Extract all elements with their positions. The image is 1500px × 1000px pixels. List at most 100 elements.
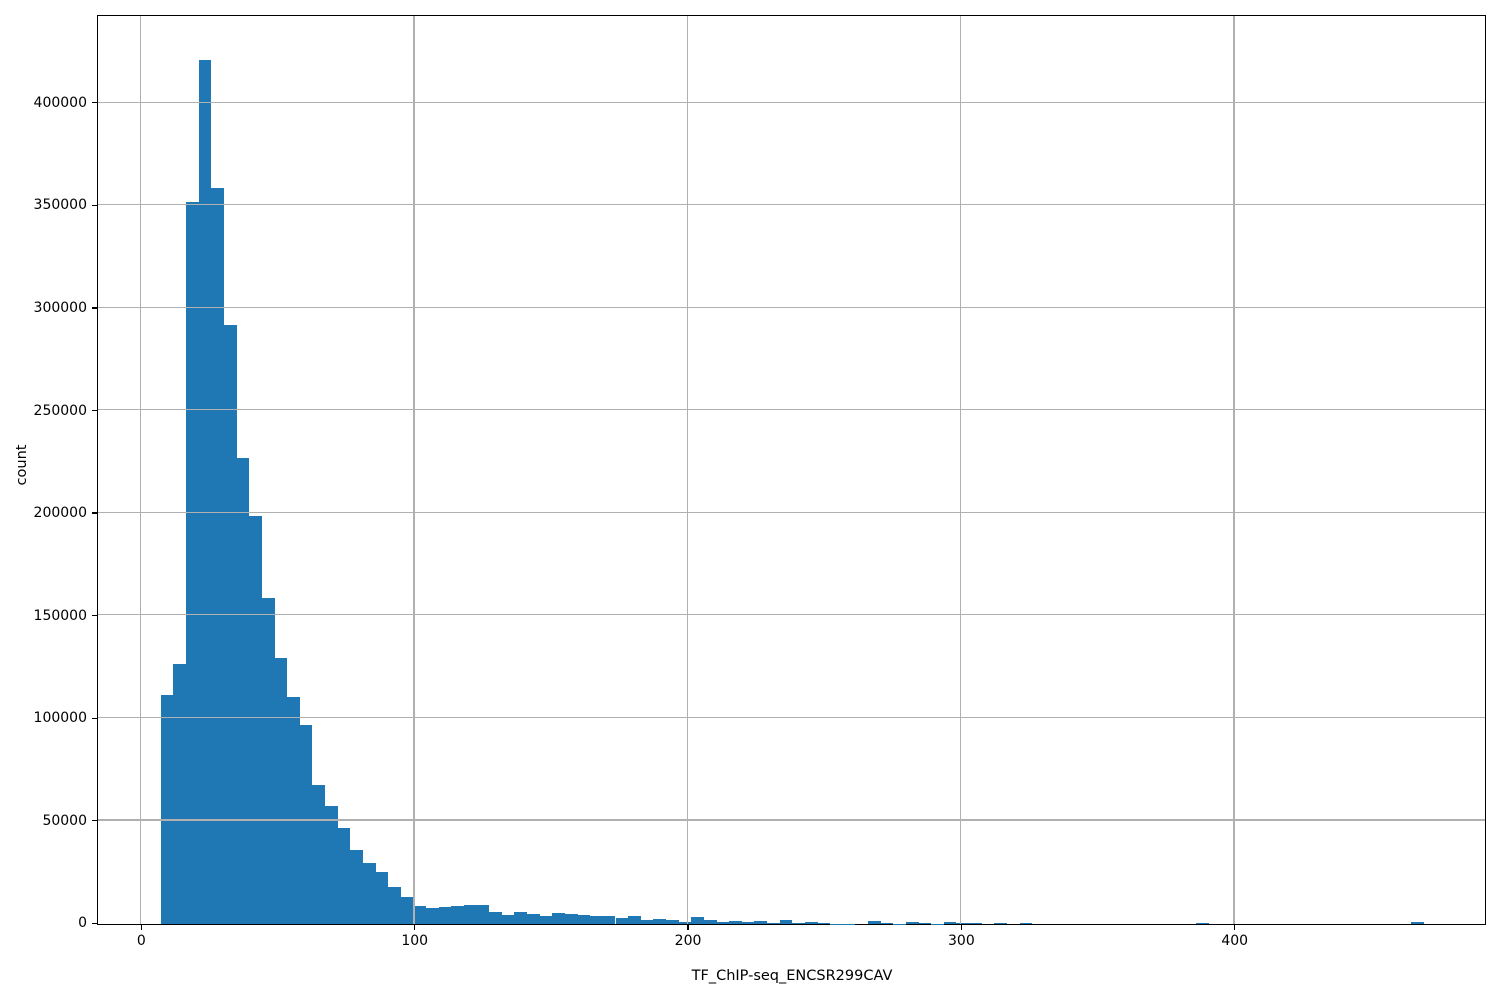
- x-tick-label: 100: [401, 933, 429, 949]
- histogram-bar: [590, 916, 603, 924]
- x-tick-mark: [1234, 925, 1236, 930]
- histogram-bar: [1196, 922, 1210, 924]
- histogram-bar: [413, 905, 427, 924]
- gridline-y: [98, 409, 1485, 411]
- gridline-x: [686, 16, 688, 924]
- y-axis-label: count: [14, 444, 30, 486]
- gridline-y: [98, 204, 1485, 206]
- x-tick-mark: [687, 925, 689, 930]
- histogram-bar: [1019, 922, 1033, 924]
- gridline-x: [140, 16, 142, 924]
- histogram-bar: [337, 827, 351, 924]
- gridline-x: [1233, 16, 1235, 924]
- histogram-bar: [602, 916, 616, 924]
- histogram-bar: [186, 202, 199, 924]
- gridline-x: [960, 16, 962, 924]
- histogram-bar: [792, 923, 805, 924]
- histogram-bar: [388, 887, 401, 924]
- y-tick-mark: [92, 717, 97, 719]
- x-tick-mark: [140, 925, 142, 930]
- y-tick-mark: [92, 615, 97, 617]
- y-tick-label: 50000: [42, 812, 87, 829]
- x-tick-mark: [414, 925, 416, 930]
- histogram-bar: [880, 922, 894, 924]
- gridline-y: [98, 716, 1485, 719]
- histogram-bar: [969, 922, 982, 924]
- histogram-bar: [438, 907, 452, 924]
- y-tick-mark: [92, 409, 97, 412]
- histogram-bar: [577, 914, 591, 924]
- gridline-y: [98, 101, 1485, 103]
- x-tick-label: 300: [948, 933, 975, 949]
- y-tick-label: 0: [78, 915, 87, 932]
- histogram-bar: [666, 919, 679, 924]
- histogram-bar: [767, 923, 780, 924]
- histogram-bar: [362, 863, 376, 924]
- gridline-y: [98, 819, 1485, 821]
- x-tick-label: 400: [1221, 933, 1249, 949]
- y-tick-mark: [92, 922, 97, 924]
- histogram-bar: [956, 922, 970, 924]
- histogram-bar: [312, 784, 326, 924]
- histogram-bar: [249, 515, 262, 924]
- histogram-bar: [160, 695, 174, 924]
- histogram-bar: [375, 871, 389, 924]
- x-tick-label: 200: [674, 933, 702, 949]
- histogram-bar: [754, 921, 768, 924]
- histogram-bar: [451, 905, 464, 924]
- gridline-y: [98, 614, 1485, 616]
- y-tick-label: 150000: [33, 607, 87, 624]
- histogram-bar: [463, 905, 477, 924]
- histogram-bar: [552, 912, 565, 924]
- y-tick-mark: [92, 820, 97, 822]
- histogram-bar: [678, 921, 692, 924]
- histogram-bar: [350, 849, 363, 924]
- gridline-y: [98, 306, 1485, 308]
- histogram-bar: [198, 60, 212, 924]
- histogram-bar: [224, 325, 237, 924]
- histogram-bar: [261, 597, 275, 924]
- histogram-bar: [729, 921, 742, 924]
- histogram-bar: [325, 806, 338, 924]
- x-axis-label: TF_ChIP-seq_ENCSR299CAV: [691, 968, 893, 984]
- histogram-bar: [868, 921, 881, 924]
- histogram-bar: [703, 919, 717, 924]
- y-tick-mark: [92, 512, 97, 514]
- y-tick-label: 350000: [33, 197, 87, 214]
- histogram-bar: [400, 897, 414, 924]
- histogram-bar: [716, 921, 730, 924]
- histogram-bar: [564, 914, 578, 924]
- histogram-bar: [236, 458, 250, 924]
- x-tick-mark: [960, 925, 962, 930]
- y-tick-mark: [92, 204, 97, 206]
- histogram-bar: [905, 922, 919, 924]
- histogram-bar: [476, 905, 490, 924]
- histogram-bar: [691, 917, 704, 924]
- histogram-bar: [653, 918, 666, 924]
- gridline-x: [413, 16, 415, 924]
- y-tick-label: 200000: [33, 505, 87, 522]
- gridline-y: [98, 511, 1485, 513]
- y-tick-label: 300000: [33, 299, 87, 316]
- histogram-bar: [640, 920, 654, 924]
- histogram-bar: [804, 921, 818, 924]
- histogram-bar: [514, 912, 528, 924]
- histogram-bar: [994, 922, 1007, 924]
- histogram-bar: [779, 920, 793, 924]
- histogram-bar: [943, 922, 957, 924]
- y-tick-label: 100000: [33, 710, 87, 727]
- plot-area: [97, 15, 1486, 925]
- y-tick-label: 250000: [33, 402, 87, 419]
- y-tick-mark: [92, 307, 97, 309]
- histogram-bar: [539, 916, 553, 924]
- histogram-bar: [918, 922, 932, 924]
- y-tick-mark: [92, 102, 97, 104]
- histogram-bar: [287, 697, 300, 924]
- y-tick-label: 400000: [33, 94, 87, 111]
- histogram-bar: [817, 922, 831, 924]
- histogram-bar: [615, 918, 629, 924]
- histogram-bar: [628, 916, 641, 924]
- histogram-bar: [501, 914, 515, 924]
- histogram-bar: [274, 658, 288, 924]
